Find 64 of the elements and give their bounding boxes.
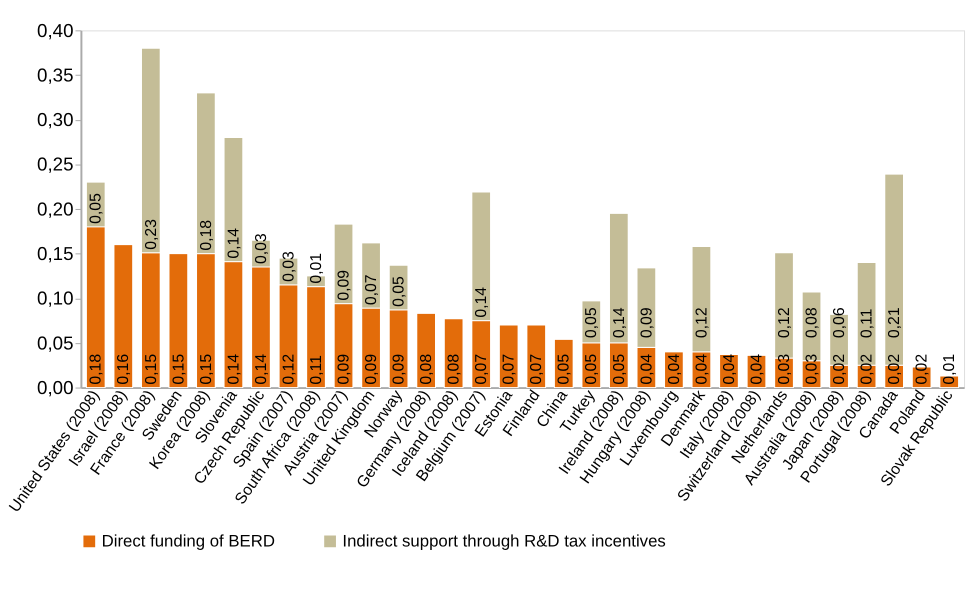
data-label: 0,05: [556, 354, 573, 385]
y-tick-label: 0,20: [37, 198, 74, 220]
legend-label: Indirect support through R&D tax incentives: [342, 531, 666, 550]
data-label: 0,07: [363, 274, 380, 306]
data-label: 0,09: [335, 354, 352, 385]
data-label: 0,07: [500, 354, 518, 385]
data-label: 0,03: [803, 354, 820, 385]
data-label: 0,18: [198, 220, 215, 251]
y-tick-label: 0,05: [37, 332, 74, 354]
y-tick-label: 0,15: [37, 243, 74, 264]
data-label: 0,07: [528, 354, 546, 385]
y-tick-label: 0,40: [37, 20, 74, 41]
data-label: 0,05: [88, 192, 105, 224]
data-label: 0,14: [225, 228, 242, 259]
data-label: 0,02: [914, 354, 931, 385]
data-label: 0,04: [638, 354, 656, 385]
bar: [113, 244, 134, 388]
data-label: 0,08: [446, 354, 463, 385]
legend-label: Direct funding of BERD: [102, 531, 275, 550]
data-label: 0,09: [390, 354, 408, 385]
data-label: 0,23: [142, 218, 160, 250]
data-label: 0,07: [473, 354, 490, 385]
data-label: 0,12: [280, 354, 298, 385]
data-label: 0,09: [363, 354, 380, 385]
data-label: 0,11: [308, 355, 325, 385]
data-label: 0,01: [941, 354, 958, 385]
data-label: 0,05: [610, 354, 628, 385]
bar: [168, 253, 188, 388]
data-label: 0,12: [776, 307, 793, 338]
data-label: 0,14: [473, 286, 490, 318]
data-label: 0,05: [583, 354, 600, 385]
data-label: 0,15: [198, 354, 215, 385]
data-label: 0,04: [666, 354, 683, 385]
data-label: 0,04: [720, 354, 738, 385]
data-label: 0,15: [170, 354, 188, 385]
data-label: 0,21: [886, 307, 904, 338]
data-label: 0,08: [418, 354, 436, 385]
data-label: 0,14: [225, 354, 242, 385]
data-label: 0,03: [280, 250, 298, 282]
data-label: 0,11: [858, 308, 876, 338]
data-label: 0,09: [335, 270, 352, 301]
data-label: 0,05: [390, 276, 408, 307]
y-tick-label: 0,35: [37, 64, 74, 86]
data-label: 0,04: [748, 354, 766, 385]
data-label: 0,01: [308, 253, 325, 284]
data-label: 0,02: [831, 354, 848, 385]
data-label: 0,05: [583, 307, 600, 338]
data-label: 0,03: [252, 233, 270, 264]
data-label: 0,18: [88, 354, 105, 385]
data-label: 0,16: [115, 354, 132, 385]
y-tick-label: 0,30: [37, 109, 74, 130]
data-label: 0,02: [886, 354, 904, 385]
data-label: 0,04: [693, 354, 710, 385]
data-label: 0,15: [142, 354, 160, 385]
data-label: 0,12: [693, 307, 710, 338]
data-label: 0,14: [610, 307, 628, 338]
y-tick-label: 0,25: [37, 154, 74, 175]
data-label: 0,08: [803, 307, 820, 338]
y-tick-label: 0,10: [37, 288, 74, 309]
data-label: 0,09: [638, 307, 656, 338]
data-label: 0,03: [776, 354, 793, 385]
data-label: 0,14: [252, 354, 270, 385]
data-label: 0,02: [858, 354, 876, 385]
data-label: 0,06: [831, 307, 848, 338]
